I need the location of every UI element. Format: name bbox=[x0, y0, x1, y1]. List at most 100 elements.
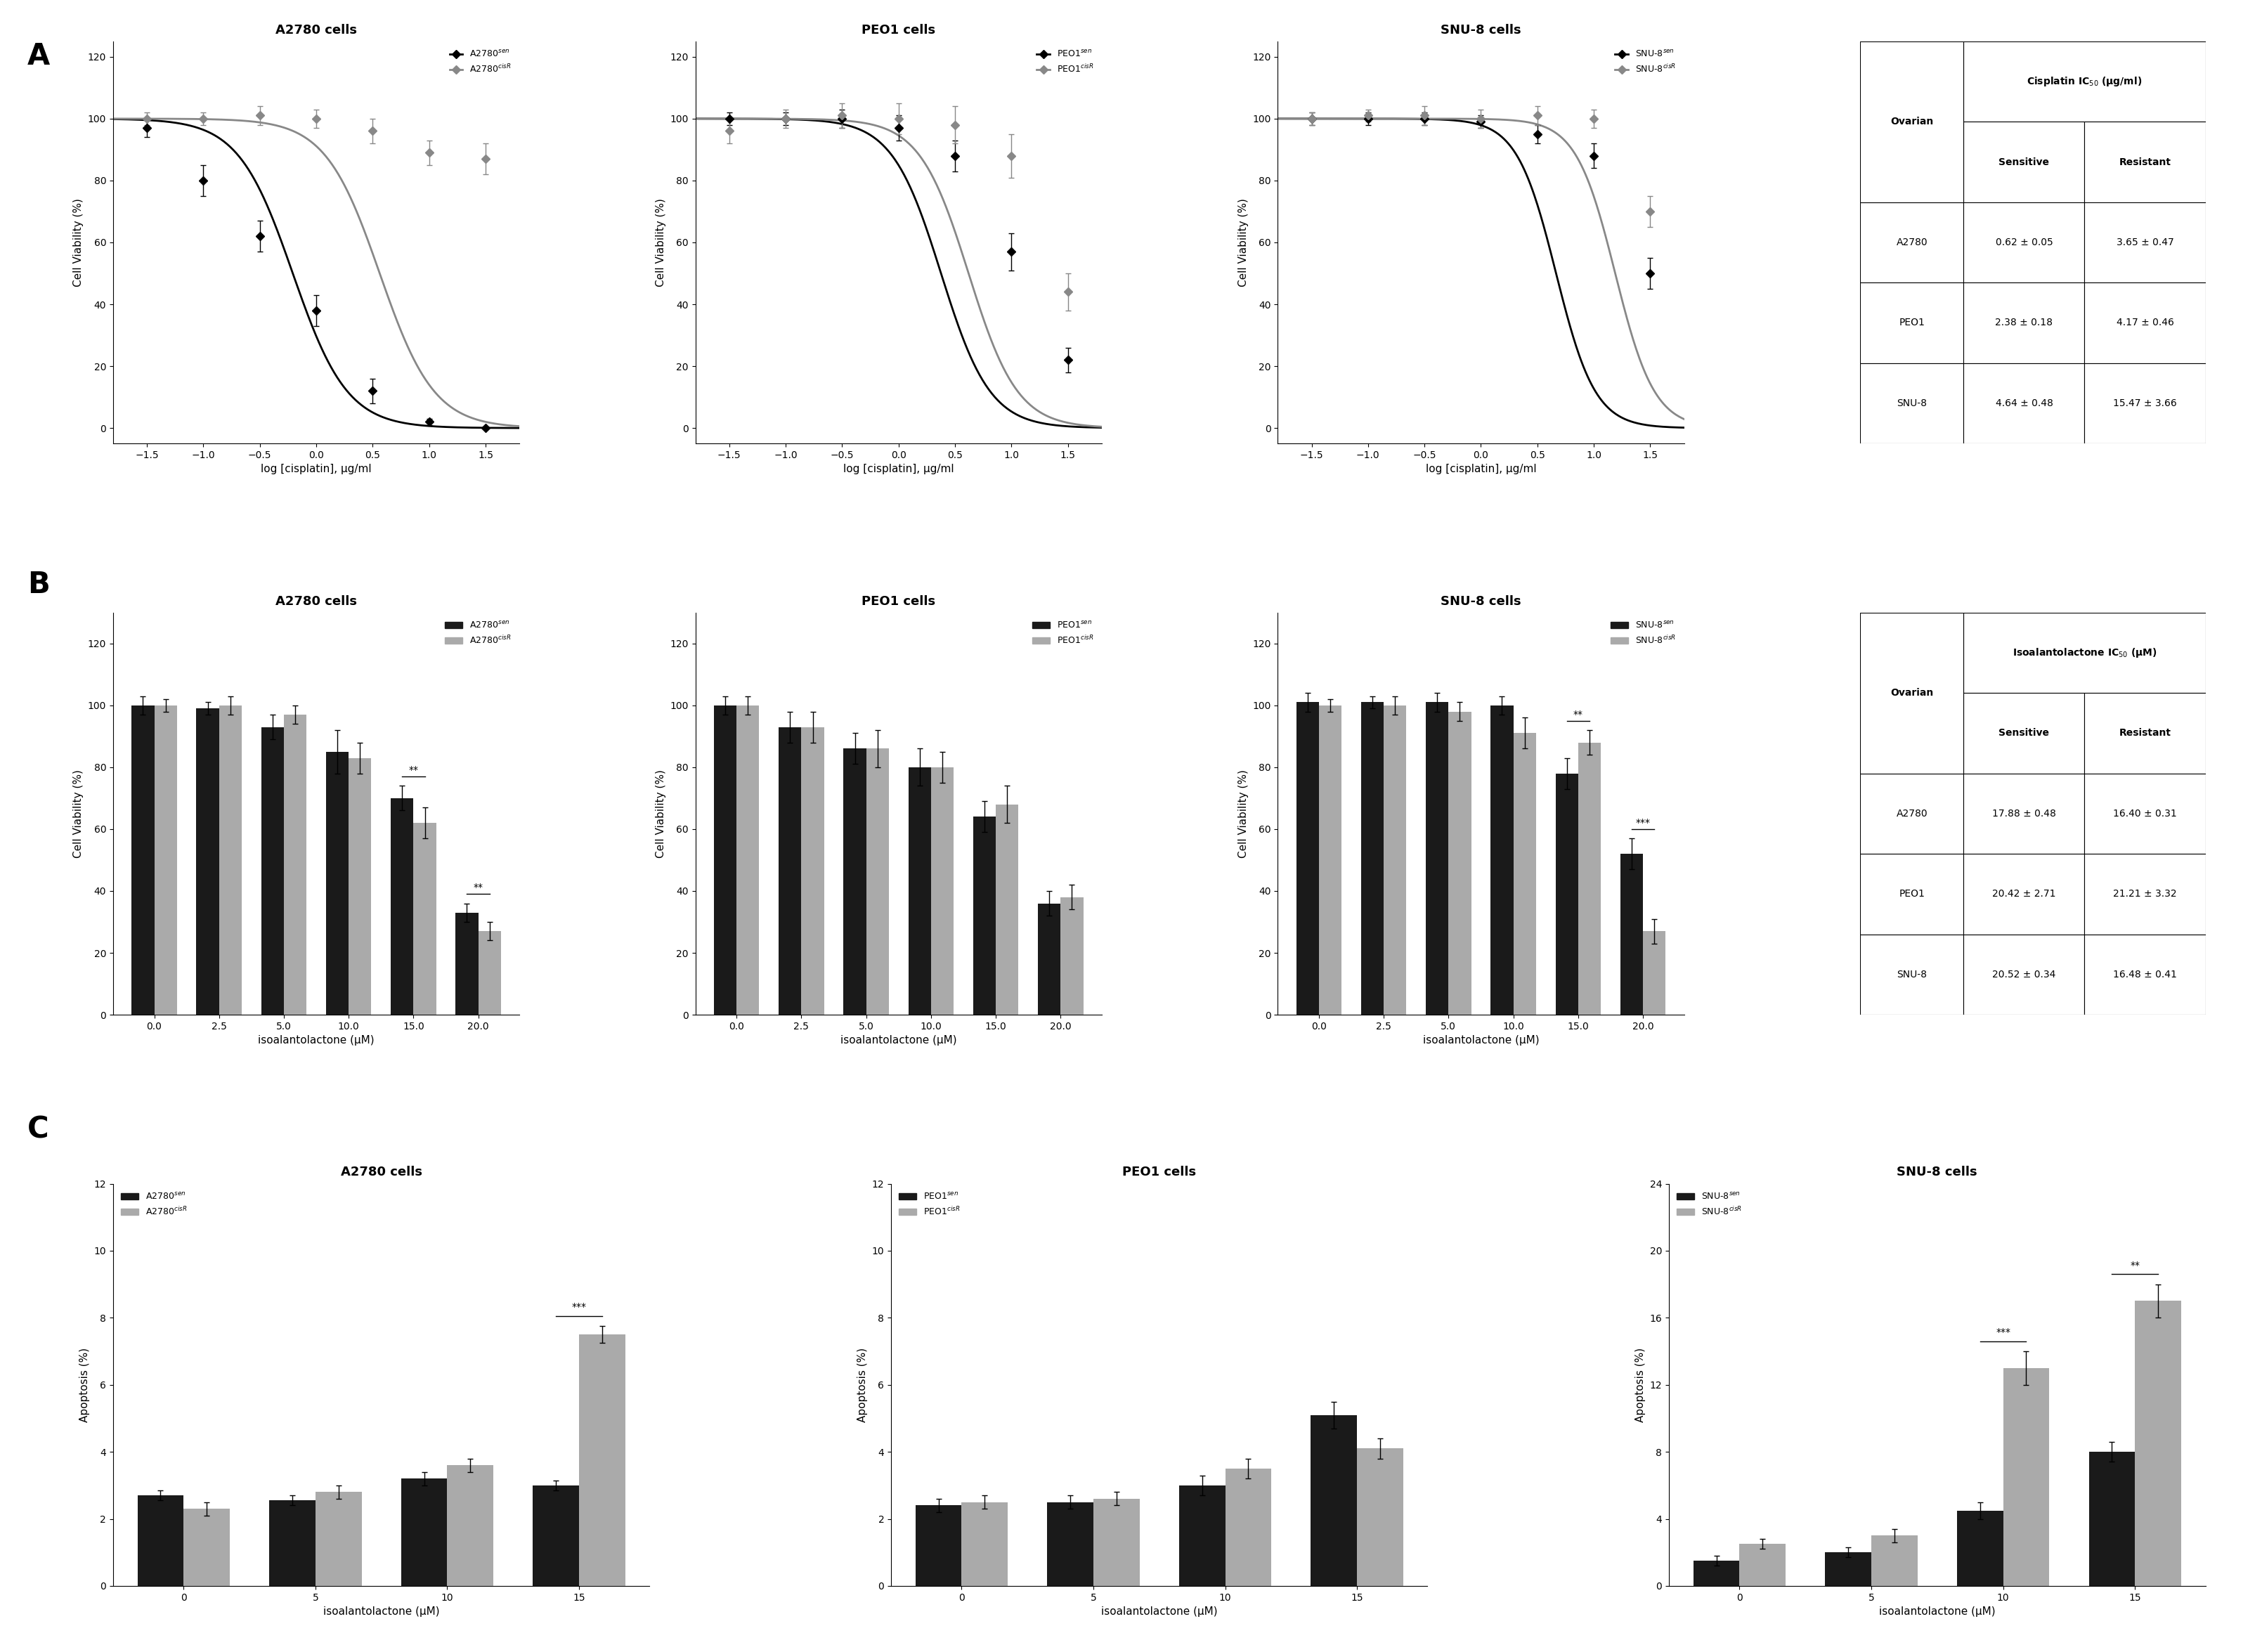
Bar bbox=[1694, 1561, 1739, 1586]
Bar bbox=[1319, 705, 1341, 1014]
Title: PEO1 cells: PEO1 cells bbox=[1122, 1166, 1197, 1178]
Bar bbox=[844, 748, 866, 1014]
Text: 4.64 ± 0.48: 4.64 ± 0.48 bbox=[1995, 398, 2054, 408]
Title: SNU-8 cells: SNU-8 cells bbox=[1898, 1166, 1977, 1178]
Bar bbox=[2086, 854, 2205, 935]
Bar bbox=[1047, 1502, 1093, 1586]
Text: **: ** bbox=[409, 765, 418, 775]
Bar bbox=[1859, 41, 1963, 202]
Legend: A2780$^{sen}$, A2780$^{cisR}$: A2780$^{sen}$, A2780$^{cisR}$ bbox=[446, 46, 516, 78]
Text: 2.38 ± 0.18: 2.38 ± 0.18 bbox=[1995, 317, 2054, 327]
Bar bbox=[1963, 773, 2086, 854]
Bar bbox=[1859, 122, 1963, 202]
Text: 15.47 ± 3.66: 15.47 ± 3.66 bbox=[2113, 398, 2176, 408]
Bar bbox=[131, 705, 154, 1014]
Text: B: B bbox=[27, 570, 50, 600]
Title: SNU-8 cells: SNU-8 cells bbox=[1441, 595, 1520, 608]
Bar bbox=[2135, 1302, 2181, 1586]
Bar bbox=[1957, 1510, 2004, 1586]
Legend: A2780$^{sen}$, A2780$^{cisR}$: A2780$^{sen}$, A2780$^{cisR}$ bbox=[441, 616, 516, 649]
Text: Ovarian: Ovarian bbox=[1891, 687, 1934, 697]
Bar bbox=[1963, 202, 2086, 282]
Legend: SNU-8$^{sen}$, SNU-8$^{cisR}$: SNU-8$^{sen}$, SNU-8$^{cisR}$ bbox=[1608, 616, 1681, 649]
Text: Ovarian: Ovarian bbox=[1891, 729, 1934, 738]
Text: 4.17 ± 0.46: 4.17 ± 0.46 bbox=[2117, 317, 2174, 327]
X-axis label: isoalantolactone (μM): isoalantolactone (μM) bbox=[1880, 1606, 1995, 1617]
Bar bbox=[2086, 773, 2205, 854]
Bar bbox=[1859, 935, 1963, 1014]
Bar bbox=[1093, 1498, 1140, 1586]
Bar bbox=[326, 752, 348, 1014]
Bar bbox=[1739, 1545, 1785, 1586]
Bar bbox=[932, 767, 955, 1014]
Text: Sensitive: Sensitive bbox=[2000, 157, 2049, 167]
Y-axis label: Cell Viability (%): Cell Viability (%) bbox=[72, 770, 84, 857]
Text: 21.21 ± 3.32: 21.21 ± 3.32 bbox=[2113, 889, 2176, 899]
Bar bbox=[715, 705, 737, 1014]
X-axis label: isoalantolactone (μM): isoalantolactone (μM) bbox=[323, 1606, 439, 1617]
Text: ***: *** bbox=[572, 1302, 586, 1312]
Bar bbox=[455, 912, 477, 1014]
Bar bbox=[1513, 733, 1536, 1014]
Text: Resistant: Resistant bbox=[2119, 729, 2172, 738]
Bar bbox=[801, 727, 823, 1014]
Text: **: ** bbox=[1572, 709, 1583, 719]
Bar bbox=[866, 748, 889, 1014]
Y-axis label: Cell Viability (%): Cell Viability (%) bbox=[1237, 198, 1249, 287]
Bar bbox=[909, 767, 932, 1014]
Bar bbox=[1357, 1449, 1402, 1586]
Bar bbox=[1859, 202, 1963, 282]
Bar bbox=[477, 932, 500, 1014]
Legend: A2780$^{sen}$, A2780$^{cisR}$: A2780$^{sen}$, A2780$^{cisR}$ bbox=[118, 1188, 190, 1221]
Legend: PEO1$^{sen}$, PEO1$^{cisR}$: PEO1$^{sen}$, PEO1$^{cisR}$ bbox=[896, 1188, 964, 1221]
Text: 16.40 ± 0.31: 16.40 ± 0.31 bbox=[2113, 809, 2176, 818]
Bar bbox=[961, 1502, 1007, 1586]
Bar bbox=[1825, 1553, 1871, 1586]
X-axis label: isoalantolactone (μM): isoalantolactone (μM) bbox=[1423, 1036, 1538, 1046]
Bar bbox=[778, 727, 801, 1014]
Bar bbox=[1579, 742, 1601, 1014]
Bar bbox=[1425, 702, 1448, 1014]
Bar bbox=[1038, 904, 1061, 1014]
Text: A: A bbox=[27, 41, 50, 71]
Bar bbox=[1491, 705, 1513, 1014]
Title: PEO1 cells: PEO1 cells bbox=[862, 595, 936, 608]
Bar bbox=[1556, 773, 1579, 1014]
X-axis label: log [cisplatin], μg/ml: log [cisplatin], μg/ml bbox=[1425, 464, 1536, 474]
Y-axis label: Apoptosis (%): Apoptosis (%) bbox=[79, 1348, 90, 1422]
X-axis label: log [cisplatin], μg/ml: log [cisplatin], μg/ml bbox=[844, 464, 955, 474]
Bar bbox=[269, 1500, 314, 1586]
Bar bbox=[2086, 202, 2205, 282]
Text: SNU-8: SNU-8 bbox=[1898, 398, 1927, 408]
Text: 3.65 ± 0.47: 3.65 ± 0.47 bbox=[2117, 238, 2174, 248]
Bar bbox=[1859, 692, 1963, 773]
Bar bbox=[2088, 1452, 2135, 1586]
Bar bbox=[2086, 122, 2205, 202]
X-axis label: isoalantolactone (μM): isoalantolactone (μM) bbox=[258, 1036, 375, 1046]
Bar bbox=[1963, 363, 2086, 443]
Bar bbox=[973, 816, 995, 1014]
Y-axis label: Cell Viability (%): Cell Viability (%) bbox=[656, 770, 665, 857]
Title: A2780 cells: A2780 cells bbox=[276, 595, 357, 608]
Bar bbox=[314, 1492, 362, 1586]
Bar bbox=[1312, 1416, 1357, 1586]
Bar bbox=[1859, 282, 1963, 363]
Y-axis label: Cell Viability (%): Cell Viability (%) bbox=[1237, 770, 1249, 857]
X-axis label: log [cisplatin], μg/ml: log [cisplatin], μg/ml bbox=[260, 464, 371, 474]
Bar bbox=[1362, 702, 1384, 1014]
Bar bbox=[2086, 282, 2205, 363]
Bar bbox=[2086, 935, 2205, 1014]
Text: 16.48 ± 0.41: 16.48 ± 0.41 bbox=[2113, 970, 2176, 980]
Bar bbox=[579, 1335, 624, 1586]
Bar bbox=[348, 758, 371, 1014]
Text: A2780: A2780 bbox=[1896, 238, 1927, 248]
Text: A2780: A2780 bbox=[1896, 809, 1927, 818]
Bar bbox=[219, 705, 242, 1014]
Y-axis label: Apoptosis (%): Apoptosis (%) bbox=[857, 1348, 869, 1422]
Bar bbox=[1859, 613, 1963, 773]
Bar bbox=[737, 705, 760, 1014]
Bar bbox=[283, 715, 308, 1014]
Text: ***: *** bbox=[1635, 818, 1651, 828]
Text: ***: *** bbox=[1995, 1327, 2011, 1336]
Bar bbox=[1859, 363, 1963, 443]
